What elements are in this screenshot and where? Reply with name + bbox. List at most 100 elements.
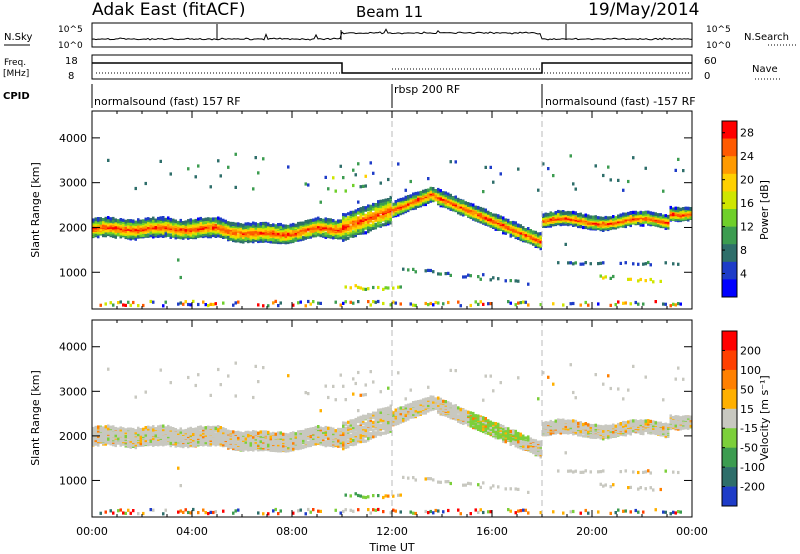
power-cell xyxy=(579,262,582,266)
power-cell xyxy=(367,230,370,234)
power-cell xyxy=(447,201,450,205)
power-cell xyxy=(259,231,262,235)
power-cell xyxy=(244,229,247,233)
velocity-cell xyxy=(112,428,115,432)
power-cell xyxy=(124,234,127,238)
power-cell xyxy=(309,231,312,235)
power-cell xyxy=(592,215,595,219)
power-cell xyxy=(569,211,572,215)
power-cell xyxy=(414,197,417,201)
power-cell xyxy=(684,216,687,220)
power-cell xyxy=(677,302,680,306)
velocity-cell xyxy=(134,430,137,434)
power-cell xyxy=(179,218,182,223)
power-cell xyxy=(132,300,135,305)
power-cell xyxy=(367,214,370,218)
velocity-cell xyxy=(197,425,200,430)
velocity-cell xyxy=(147,430,150,434)
power-cell xyxy=(149,221,152,226)
power-cell xyxy=(309,218,312,223)
velocity-cell xyxy=(147,441,150,445)
power-cell xyxy=(577,216,580,220)
power-cell xyxy=(272,301,275,305)
power-cell xyxy=(439,189,442,193)
velocity-cell xyxy=(139,439,142,443)
power-cell xyxy=(202,224,205,228)
power-cell xyxy=(664,214,667,218)
power-cell xyxy=(234,152,237,156)
power-cell xyxy=(329,224,332,228)
power-cell xyxy=(359,221,362,225)
power-cell xyxy=(419,198,422,202)
power-cell xyxy=(102,224,105,228)
power-cell xyxy=(277,304,280,308)
power-cell xyxy=(549,223,552,227)
power-cell xyxy=(674,211,677,215)
power-cell xyxy=(457,300,460,304)
velocity-cell xyxy=(122,511,125,515)
power-cell xyxy=(489,278,492,282)
power-cell xyxy=(124,219,127,223)
velocity-cell xyxy=(139,435,142,439)
power-cell xyxy=(607,226,610,230)
power-cell xyxy=(287,227,290,231)
velocity-cell xyxy=(177,510,180,514)
power-cell xyxy=(164,232,167,236)
power-cell xyxy=(192,230,195,234)
velocity-cell xyxy=(109,425,112,429)
power-cell xyxy=(277,223,280,227)
power-cell xyxy=(324,228,327,232)
velocity-cell xyxy=(114,431,117,435)
power-cell xyxy=(257,231,260,235)
velocity-cell xyxy=(177,439,180,443)
power-cell xyxy=(354,209,357,213)
velocity-cell xyxy=(159,424,162,428)
power-cell xyxy=(189,303,192,307)
power-cell xyxy=(567,222,570,226)
power-cell xyxy=(364,287,367,291)
velocity-cell xyxy=(137,428,140,432)
power-cell xyxy=(169,172,172,176)
power-cell xyxy=(102,220,105,224)
power-cell xyxy=(309,229,312,233)
power-cell xyxy=(582,220,585,224)
power-cell xyxy=(207,219,210,223)
power-cell xyxy=(352,301,355,305)
power-cell xyxy=(264,231,267,236)
power-cell xyxy=(382,206,385,210)
velocity-cell xyxy=(189,426,192,430)
power-cell xyxy=(162,221,165,225)
colorbar-block xyxy=(722,261,737,280)
power-cell xyxy=(539,303,542,307)
power-cell xyxy=(344,213,347,217)
power-cell xyxy=(247,233,250,237)
power-cell xyxy=(459,203,462,207)
velocity-cell xyxy=(147,427,150,431)
power-cell xyxy=(209,217,212,221)
power-cell xyxy=(557,222,560,226)
power-data-cells xyxy=(92,152,692,308)
power-cell xyxy=(532,230,535,234)
power-cell xyxy=(337,223,340,227)
power-cell xyxy=(554,221,557,225)
power-cell xyxy=(644,166,647,170)
power-cell xyxy=(232,235,235,239)
velocity-cell xyxy=(127,433,130,437)
power-cell xyxy=(139,227,142,231)
power-cell xyxy=(632,220,635,224)
power-cell xyxy=(187,223,190,228)
power-cell xyxy=(644,279,647,283)
power-cell xyxy=(649,263,652,267)
power-cell xyxy=(364,184,367,188)
velocity-cell xyxy=(107,437,110,441)
power-cell xyxy=(352,226,355,230)
power-cell xyxy=(109,224,112,228)
power-cell xyxy=(674,208,677,213)
velocity-cell xyxy=(104,437,107,441)
power-cell xyxy=(429,268,432,273)
power-cell xyxy=(324,217,327,221)
power-cell xyxy=(412,206,415,211)
power-cell xyxy=(357,221,360,225)
velocity-cell xyxy=(94,429,97,433)
velocity-cell xyxy=(182,436,185,440)
